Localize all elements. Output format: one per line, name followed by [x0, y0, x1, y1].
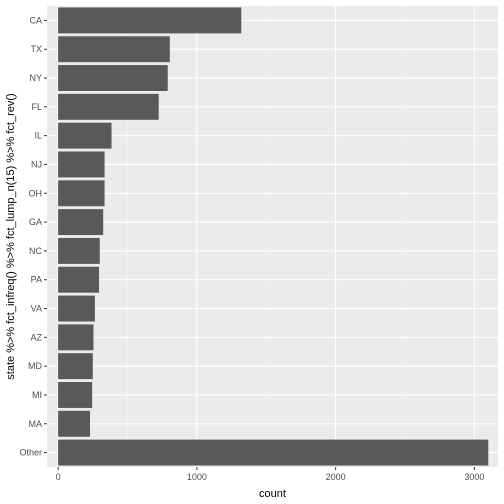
bars [58, 7, 489, 466]
x-tick-label: 2000 [326, 472, 346, 482]
y-tick-label: VA [31, 304, 42, 314]
bar-il [58, 122, 112, 149]
bar-md [58, 353, 93, 380]
y-tick-label: GA [29, 217, 42, 227]
y-tick-label: NJ [31, 159, 42, 169]
y-tick-label: OH [29, 188, 43, 198]
x-tick-label: 1000 [187, 472, 207, 482]
y-axis-ticks: CA TX NY FL IL NJ OH GA NC PA VA AZ MD MI MA Other [19, 15, 47, 458]
bar-oh [58, 180, 105, 207]
y-axis-title: state %>% fct_infreq() %>% fct_lump_n(15… [5, 93, 17, 379]
bar-fl [58, 93, 159, 120]
x-tick-label: 0 [56, 472, 61, 482]
bar-nc [58, 237, 100, 264]
y-tick-label: PA [31, 275, 42, 285]
y-tick-label: MD [28, 361, 42, 371]
y-tick-label: TX [30, 44, 42, 54]
bar-tx [58, 36, 170, 63]
y-tick-label: CA [29, 15, 42, 25]
y-tick-label: NY [29, 73, 42, 83]
x-tick-label: 3000 [464, 472, 484, 482]
y-tick-label: MA [29, 419, 43, 429]
bar-ca [58, 7, 242, 34]
bar-ga [58, 209, 104, 236]
bar-va [58, 295, 95, 322]
bar-pa [58, 266, 100, 293]
bar-ny [58, 65, 168, 91]
y-tick-label: MI [32, 390, 42, 400]
x-axis-title: count [259, 488, 286, 500]
y-tick-label: Other [19, 448, 42, 458]
bar-nj [58, 151, 105, 178]
y-tick-label: AZ [30, 332, 42, 342]
bar-mi [58, 382, 93, 408]
y-tick-label: NC [29, 246, 42, 256]
bar-other [58, 439, 489, 466]
bar-ma [58, 410, 91, 437]
bar-az [58, 324, 94, 351]
y-tick-label: FL [31, 102, 42, 112]
x-axis-ticks: 0 1000 2000 3000 [56, 467, 484, 482]
y-tick-label: IL [34, 131, 42, 141]
